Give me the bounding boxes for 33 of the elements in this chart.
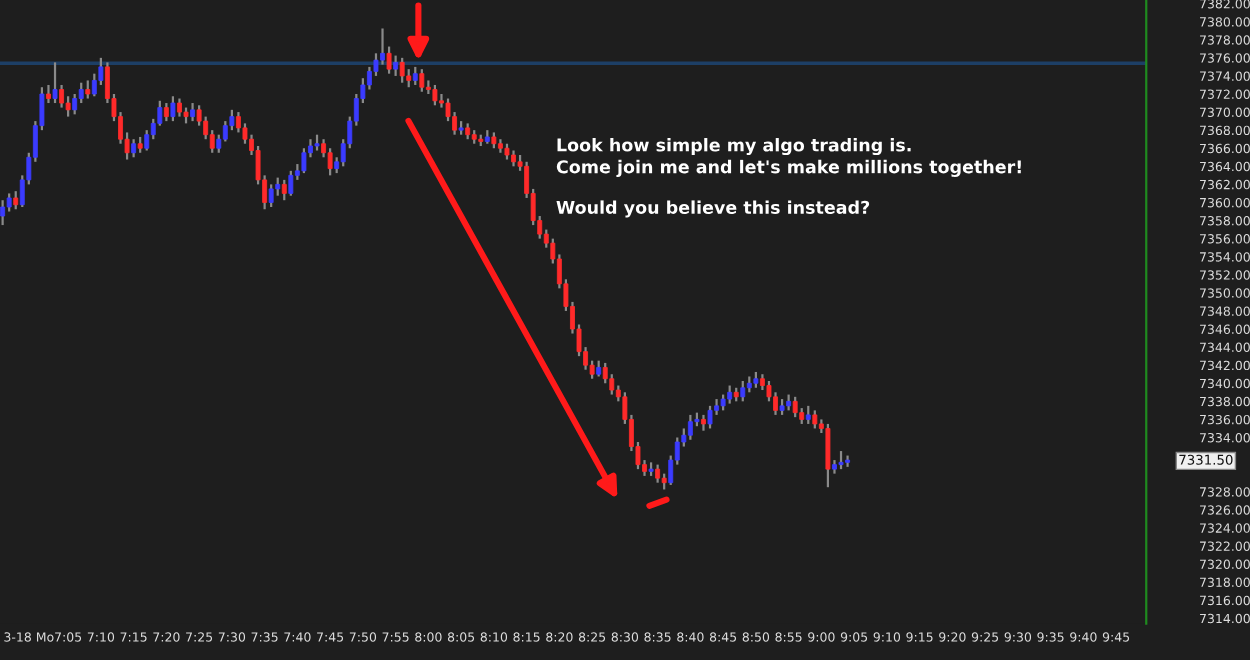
candlestick <box>825 422 831 489</box>
candlestick <box>85 79 91 100</box>
candlestick <box>727 384 733 405</box>
candlestick <box>327 147 333 177</box>
candlestick <box>177 97 182 118</box>
candlestick <box>655 463 661 484</box>
candlestick <box>281 178 287 202</box>
candlestick <box>190 101 196 123</box>
candlestick <box>52 61 58 105</box>
candlestick <box>812 409 818 430</box>
candlestick <box>0 199 6 227</box>
candlestick <box>792 395 798 419</box>
candlestick <box>163 101 169 123</box>
candlestick <box>432 83 438 107</box>
candlestick <box>412 65 418 87</box>
annotation: Look how simple my algo trading is. <box>557 138 911 156</box>
candlestick <box>13 190 19 211</box>
annotation: Would you believe this instead? <box>556 200 870 218</box>
candlestick <box>268 183 274 209</box>
candlestick <box>46 83 51 105</box>
candlestick <box>419 68 425 93</box>
candlestick <box>131 138 137 159</box>
candlestick <box>707 404 713 430</box>
candlestick <box>170 95 176 123</box>
candlestick <box>687 413 693 441</box>
candlestick <box>393 54 399 78</box>
candlestick <box>838 449 844 471</box>
candlestick <box>805 404 811 426</box>
annotation: Come join me and let's make millions together! <box>556 159 1021 177</box>
candlestick <box>301 147 307 175</box>
candlestick <box>740 379 746 403</box>
candlestick <box>399 56 405 84</box>
candlestick <box>288 169 294 197</box>
